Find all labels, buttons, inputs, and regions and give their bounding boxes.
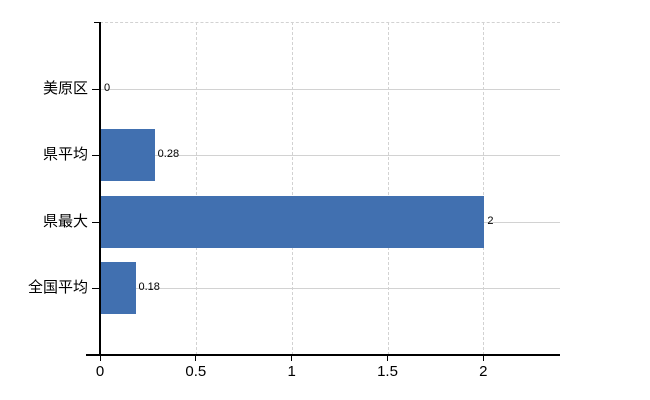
bar	[101, 195, 485, 248]
bar-value-label: 0.28	[157, 148, 180, 161]
x-tick-label: 0.5	[185, 363, 207, 380]
gridline-vertical	[291, 22, 293, 355]
bar-value-label: 0.18	[138, 281, 160, 294]
x-tick-label: 0	[95, 363, 105, 380]
gridline-vertical	[483, 22, 485, 355]
x-tick-label: 1.5	[377, 363, 398, 380]
category-label: 県最大	[42, 212, 88, 230]
gridline-vertical	[195, 22, 197, 355]
y-tick	[92, 88, 100, 90]
x-tick	[482, 356, 484, 361]
y-axis-line	[99, 22, 101, 355]
bar-value-label: 0	[104, 81, 111, 94]
x-tick-label: 1	[287, 363, 296, 380]
category-label: 全国平均	[27, 279, 88, 297]
x-tick	[99, 356, 101, 361]
x-tick	[195, 356, 197, 361]
gridline-horizontal	[100, 155, 560, 157]
y-tick	[92, 288, 100, 290]
y-axis-end-tick	[94, 22, 100, 23]
category-label: 県平均	[42, 146, 88, 164]
x-tick	[387, 356, 388, 361]
gridline-horizontal	[100, 288, 560, 290]
x-tick-label: 2	[479, 363, 488, 380]
bar-value-label: 2	[487, 214, 494, 227]
x-tick	[291, 356, 293, 361]
x-axis-line	[86, 354, 560, 356]
gridline-horizontal	[100, 88, 560, 90]
category-label: 美原区	[42, 79, 88, 97]
bar	[101, 129, 155, 182]
y-tick	[92, 221, 100, 223]
bar	[101, 262, 136, 315]
plot-top-border	[100, 22, 560, 23]
gridline-vertical	[387, 22, 389, 355]
y-tick	[92, 155, 100, 157]
